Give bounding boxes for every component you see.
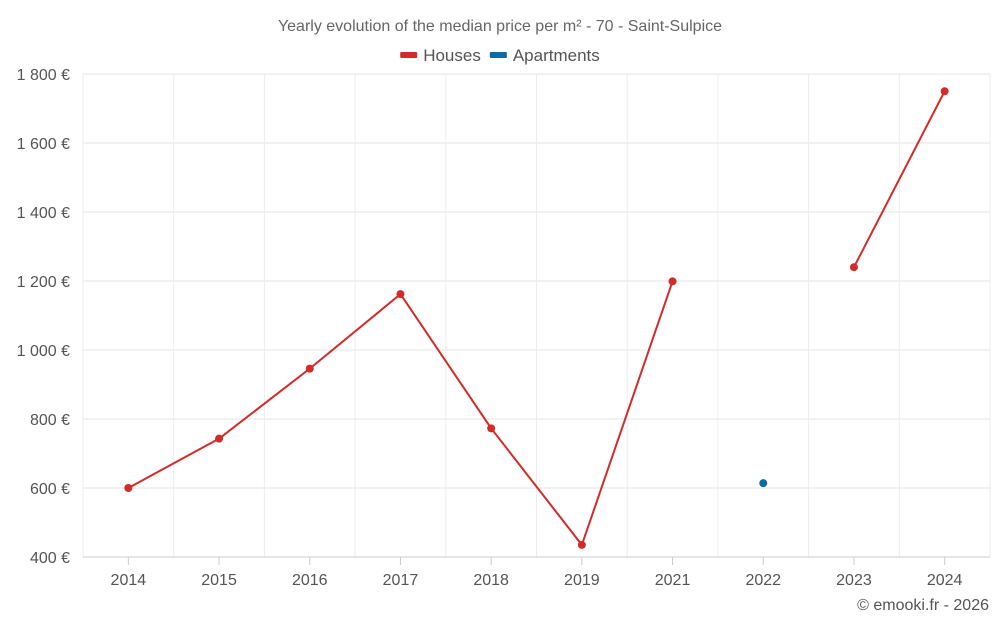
- data-point-houses[interactable]: [940, 87, 949, 96]
- series-houses: [124, 87, 949, 549]
- x-tick-label: 2022: [745, 572, 781, 589]
- y-tick-label: 1 600 €: [17, 136, 70, 153]
- series-line-houses: [127, 281, 674, 546]
- y-tick-label: 800 €: [30, 412, 70, 429]
- series-layer: [124, 87, 949, 549]
- x-tick-label: 2018: [473, 572, 509, 589]
- data-point-houses[interactable]: [668, 277, 677, 286]
- x-tick-label: 2021: [655, 572, 691, 589]
- x-tick-label: 2014: [111, 572, 147, 589]
- data-point-houses[interactable]: [396, 290, 405, 299]
- y-tick-label: 600 €: [30, 481, 70, 498]
- data-point-houses[interactable]: [305, 364, 314, 373]
- grid: [82, 73, 991, 558]
- legend-label: Apartments: [513, 46, 600, 65]
- data-point-houses[interactable]: [124, 484, 133, 492]
- data-point-houses[interactable]: [487, 424, 496, 433]
- chart-title: Yearly evolution of the median price per…: [278, 18, 722, 35]
- data-point-houses[interactable]: [577, 540, 586, 549]
- data-point-apartments[interactable]: [759, 479, 768, 488]
- legend-item-houses[interactable]: Houses: [400, 46, 481, 65]
- x-tick-label: 2023: [836, 572, 872, 589]
- series-line-houses: [853, 90, 946, 268]
- y-tick-label: 1 800 €: [17, 67, 70, 84]
- x-tick-label: 2024: [927, 572, 963, 589]
- x-tick-label: 2015: [201, 572, 237, 589]
- legend: Houses Apartments: [400, 46, 600, 65]
- y-tick-label: 1 200 €: [17, 274, 70, 291]
- x-tick-label: 2016: [292, 572, 328, 589]
- data-point-houses[interactable]: [215, 434, 224, 443]
- series-apartments: [759, 479, 768, 488]
- y-tick-label: 400 €: [30, 550, 70, 567]
- legend-item-apartments[interactable]: Apartments: [489, 46, 600, 65]
- data-point-houses[interactable]: [849, 263, 858, 272]
- legend-swatch: [489, 52, 507, 58]
- legend-swatch: [400, 52, 418, 58]
- legend-label: Houses: [423, 46, 481, 65]
- credit-text: © emooki.fr - 2026: [857, 597, 989, 614]
- y-tick-label: 1 000 €: [17, 343, 70, 360]
- x-tick-label: 2019: [564, 572, 600, 589]
- x-tick-label: 2017: [383, 572, 419, 589]
- axes: 400 € 600 € 800 € 1 000 € 1 200 € 1 400 € 1 60…: [17, 67, 990, 589]
- y-tick-label: 1 400 €: [17, 205, 70, 222]
